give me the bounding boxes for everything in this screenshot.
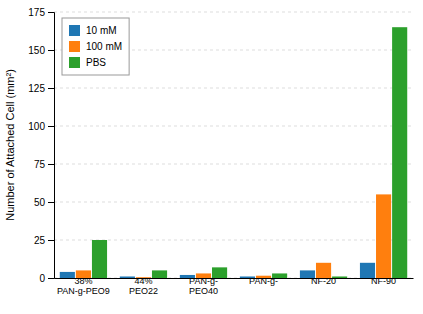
legend-swatch	[69, 25, 80, 36]
legend-label: PBS	[86, 57, 106, 68]
y-tick: 50	[34, 197, 54, 208]
x-tick-label: PAN-g-PEO40	[189, 276, 218, 296]
y-tick: 75	[34, 159, 54, 170]
y-tick-label: 0	[39, 273, 45, 284]
bar	[376, 194, 391, 278]
x-tick-label-line: NF-20	[311, 276, 336, 286]
legend-label: 10 mM	[86, 25, 117, 36]
y-tick-mark	[48, 126, 54, 127]
grid-line	[54, 88, 413, 89]
bar-series	[92, 27, 407, 278]
grid	[54, 12, 413, 278]
y-tick-label: 125	[28, 83, 45, 94]
y-tick: 125	[28, 83, 54, 94]
y-tick: 100	[28, 121, 54, 132]
y-tick: 25	[34, 235, 54, 246]
grid-line	[54, 278, 413, 279]
y-axis-title: Number of Attached Cell (mm²)	[4, 69, 16, 221]
x-tick-label: NF-20	[311, 276, 336, 286]
bar-series	[76, 194, 391, 278]
x-tick-label-line: PEO22	[129, 286, 158, 296]
bar	[92, 240, 107, 278]
y-tick-mark	[48, 240, 54, 241]
y-axis-line	[48, 13, 55, 279]
x-tick: NF-20	[311, 276, 336, 286]
y-tick: 150	[28, 45, 54, 56]
x-tick: PAN-g-	[249, 276, 278, 286]
legend-swatch	[69, 41, 80, 52]
y-tick-mark	[48, 278, 54, 279]
x-tick: 44%PEO22	[129, 276, 158, 296]
legend-swatch	[69, 57, 80, 68]
x-tick: NF-90	[371, 276, 396, 286]
x-tick-label-line: PAN-g-	[249, 276, 278, 286]
y-tick-mark	[48, 50, 54, 51]
y-tick-label: 175	[28, 7, 45, 18]
grid-line	[54, 126, 413, 127]
plot: 0 25 50 75 100 125 150 175 38%PAN-g-PEO9 44%PEO22…	[28, 7, 413, 297]
x-tick-label: PAN-g-	[249, 276, 278, 286]
grid-line	[54, 164, 413, 165]
x-tick: PAN-g-PEO40	[189, 276, 218, 296]
x-tick-label-line: 38%	[74, 276, 92, 286]
x-tick-label-line: 44%	[134, 276, 152, 286]
legend-item: 100 mM	[69, 41, 122, 52]
x-axis: 38%PAN-g-PEO944%PEO22PAN-g-PEO40PAN-g-NF…	[55, 276, 414, 296]
grid-line	[54, 240, 413, 241]
x-tick-label: 44%PEO22	[129, 276, 158, 296]
x-axis-line	[55, 278, 414, 279]
y-tick-mark	[48, 88, 54, 89]
legend: 10 mM 100 mM PBS	[62, 18, 129, 75]
x-tick-label: 38%PAN-g-PEO9	[57, 276, 110, 296]
y-tick-mark	[48, 164, 54, 165]
y-tick-label: 75	[34, 159, 46, 170]
grid-line	[54, 12, 413, 13]
bar	[152, 270, 167, 278]
bar	[392, 27, 407, 278]
y-tick-label: 50	[34, 197, 46, 208]
y-tick-label: 150	[28, 45, 45, 56]
legend-item: 10 mM	[69, 25, 117, 36]
legend-item: PBS	[69, 57, 106, 68]
y-tick-label: 100	[28, 121, 45, 132]
bar	[60, 272, 75, 278]
grid-line	[54, 202, 413, 203]
x-tick-label-line: NF-90	[371, 276, 396, 286]
y-tick-mark	[48, 12, 54, 13]
x-tick-label-line: PAN-g-	[189, 276, 218, 286]
y-tick: 0	[39, 273, 54, 284]
x-tick-label-line: PAN-g-PEO9	[57, 286, 110, 296]
x-tick: 38%PAN-g-PEO9	[57, 276, 110, 296]
y-axis: 0 25 50 75 100 125 150 175	[28, 7, 54, 284]
legend-box	[62, 18, 129, 75]
y-tick-mark	[48, 202, 54, 203]
x-tick-label: NF-90	[371, 276, 396, 286]
bar	[120, 276, 135, 278]
chart: 0 25 50 75 100 125 150 175 38%PAN-g-PEO9 44%PEO22…	[0, 0, 423, 314]
legend-label: 100 mM	[86, 41, 122, 52]
y-tick: 175	[28, 7, 54, 18]
y-tick-label: 25	[34, 235, 46, 246]
x-tick-label-line: PEO40	[189, 286, 218, 296]
